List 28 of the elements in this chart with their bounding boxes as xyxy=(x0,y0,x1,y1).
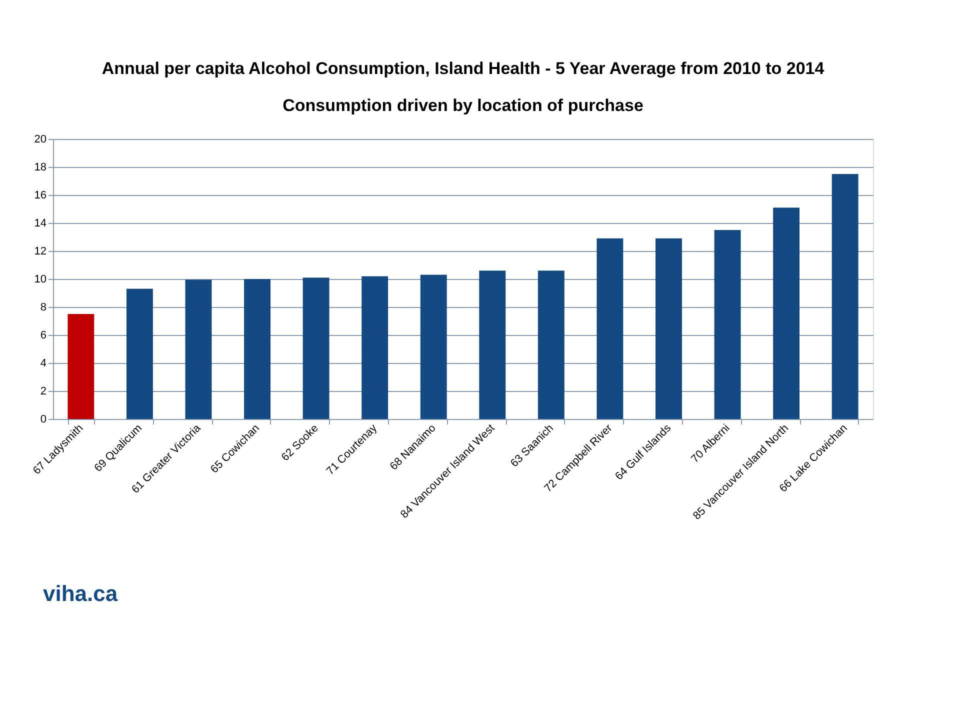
bar xyxy=(185,280,212,419)
bar xyxy=(126,288,153,419)
bar xyxy=(362,276,388,419)
y-tick-label: 6 xyxy=(40,330,46,342)
y-tick-label: 0 xyxy=(40,414,46,426)
y-tick-label: 2 xyxy=(40,386,46,398)
bar xyxy=(773,208,800,419)
y-tick-label: 10 xyxy=(34,274,46,286)
bar xyxy=(244,279,270,419)
bar xyxy=(538,270,564,419)
y-tick-label: 12 xyxy=(34,246,46,258)
y-tick-label: 4 xyxy=(40,358,46,370)
chart-title: Annual per capita Alcohol Consumption, Island Health - 5 Year Average from 2010 to 2014 xyxy=(102,59,825,78)
bar xyxy=(656,238,682,419)
y-tick-label: 8 xyxy=(40,302,46,314)
y-tick-label: 18 xyxy=(34,162,46,174)
bar xyxy=(302,278,330,419)
y-tick-label: 14 xyxy=(34,218,46,230)
bar xyxy=(479,270,506,419)
bar xyxy=(596,238,624,419)
chart-subtitle: Consumption driven by location of purchase xyxy=(282,96,644,115)
y-tick-label: 20 xyxy=(34,134,46,146)
bar xyxy=(714,230,741,419)
y-tick-label: 16 xyxy=(34,190,46,202)
bar xyxy=(420,274,447,419)
text: viha.ca xyxy=(43,581,118,606)
bar xyxy=(832,174,858,419)
bar xyxy=(68,314,94,419)
